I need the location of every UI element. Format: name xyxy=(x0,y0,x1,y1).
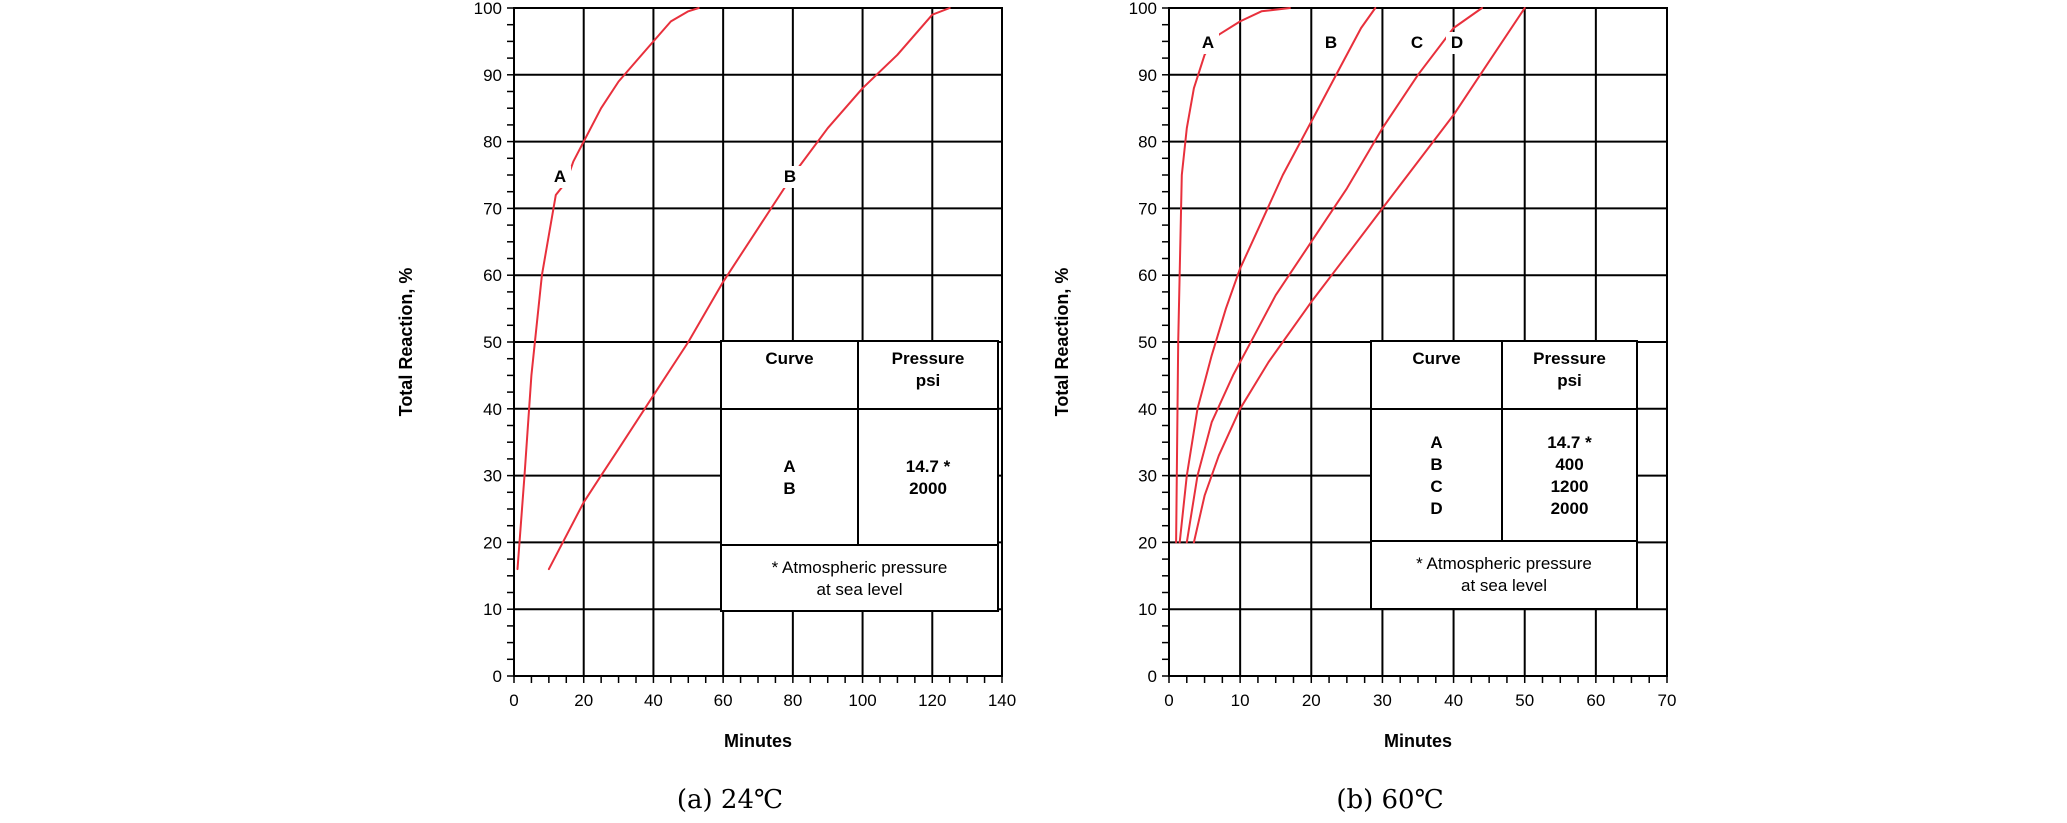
x-tick-label: 60 xyxy=(714,691,733,710)
y-tick-label: 30 xyxy=(483,467,502,486)
x-tick-label: 60 xyxy=(1586,691,1605,710)
legend-row-pressure: 14.7 * xyxy=(1547,433,1592,452)
y-tick-label: 70 xyxy=(1138,199,1157,218)
y-tick-label: 40 xyxy=(1138,400,1157,419)
legend-header-pressure: Pressure psi xyxy=(892,349,965,390)
x-tick-label: 20 xyxy=(1302,691,1321,710)
legend-row-pressure: 2000 xyxy=(1551,499,1589,518)
curve-a xyxy=(1175,7,1291,544)
curve-label-c: C xyxy=(1411,33,1423,52)
y-tick-label: 80 xyxy=(1138,133,1157,152)
chart-caption: (a) 24℃ xyxy=(677,785,783,815)
chart-24c: 0 20 40 60 80 100 120 140 0 10 20 30 40 50 60 70 80 90 100… xyxy=(396,0,1016,815)
legend-row-curve: A xyxy=(783,457,795,476)
x-tick-label: 20 xyxy=(574,691,593,710)
x-tick-label: 50 xyxy=(1515,691,1534,710)
y-tick-label: 10 xyxy=(1138,600,1157,619)
curve-a xyxy=(516,7,700,571)
legend-row-curve: D xyxy=(1430,499,1442,518)
x-tick-label: 0 xyxy=(509,691,518,710)
y-tick-label: 50 xyxy=(1138,333,1157,352)
y-tick-label: 50 xyxy=(483,333,502,352)
y-axis-title: Total Reaction, % xyxy=(1052,268,1072,417)
x-tick-label: 30 xyxy=(1373,691,1392,710)
y-tick-label: 10 xyxy=(483,600,502,619)
x-tick-label: 70 xyxy=(1658,691,1677,710)
curve-label-bg xyxy=(1406,32,1428,54)
y-tick-label: 70 xyxy=(483,199,502,218)
y-tick-label: 90 xyxy=(1138,66,1157,85)
legend-row-curve: A xyxy=(1430,433,1442,452)
y-tick-label: 20 xyxy=(1138,533,1157,552)
curve-label-d: D xyxy=(1451,33,1463,52)
curve-label-a: A xyxy=(1202,33,1214,52)
y-tick-label: 100 xyxy=(474,0,502,18)
curve-label-bg xyxy=(779,166,801,188)
x-tick-label: 140 xyxy=(988,691,1016,710)
x-tick-label: 120 xyxy=(918,691,946,710)
curve-label-b: B xyxy=(1325,33,1337,52)
chart-60c: 0 10 20 30 40 50 60 70 0 10 20 30 40 50 60 70 80 90 100 Min… xyxy=(1052,0,1676,815)
y-tick-label: 80 xyxy=(483,133,502,152)
y-tick-label: 0 xyxy=(1148,667,1157,686)
legend-row-pressure: 400 xyxy=(1555,455,1583,474)
legend-note: * Atmospheric pressure at sea level xyxy=(772,558,948,599)
legend-row-curve: B xyxy=(783,479,795,498)
legend-row-curve: B xyxy=(1430,455,1442,474)
y-tick-label: 60 xyxy=(1138,266,1157,285)
curve-label-a: A xyxy=(554,167,566,186)
plot-frame xyxy=(1168,7,1668,677)
curve-b xyxy=(1178,7,1377,544)
x-tick-label: 100 xyxy=(848,691,876,710)
y-tick-label: 100 xyxy=(1129,0,1157,18)
legend-header-curve: Curve xyxy=(1412,349,1460,368)
curve-d xyxy=(1192,7,1526,544)
curve-c xyxy=(1185,7,1483,544)
plot-frame xyxy=(513,7,1003,677)
x-tick-label: 40 xyxy=(1444,691,1463,710)
y-tick-label: 40 xyxy=(483,400,502,419)
legend-box xyxy=(720,340,999,612)
chart-caption: (b) 60℃ xyxy=(1336,785,1443,815)
axis-ticks xyxy=(507,7,1003,683)
legend-row-pressure: 14.7 * xyxy=(906,457,951,476)
legend-note: * Atmospheric pressure at sea level xyxy=(1416,554,1592,595)
curve-label-bg xyxy=(1197,32,1219,54)
axis-ticks xyxy=(1162,7,1668,683)
y-tick-label: 60 xyxy=(483,266,502,285)
curve-label-bg xyxy=(549,166,571,188)
legend-table: Curve Pressure psi A 14.7 * B 2000 * Atmospheri… xyxy=(720,340,999,612)
x-tick-label: 0 xyxy=(1164,691,1173,710)
y-tick-label: 90 xyxy=(483,66,502,85)
curve-label-bg xyxy=(1446,32,1468,54)
y-tick-label: 20 xyxy=(483,533,502,552)
y-tick-label: 30 xyxy=(1138,467,1157,486)
x-axis-title: Minutes xyxy=(1384,731,1452,751)
x-tick-label: 10 xyxy=(1231,691,1250,710)
legend-table: Curve Pressure psi A 14.7 * B 400 C 1200 D 2000 * A… xyxy=(1370,340,1638,610)
x-axis-title: Minutes xyxy=(724,731,792,751)
curve-label-bg xyxy=(1320,32,1342,54)
legend-row-pressure: 1200 xyxy=(1551,477,1589,496)
curve-b xyxy=(547,7,951,571)
x-tick-label: 80 xyxy=(783,691,802,710)
y-tick-label: 0 xyxy=(493,667,502,686)
legend-box xyxy=(1370,340,1638,610)
legend-row-curve: C xyxy=(1430,477,1442,496)
legend-header-pressure: Pressure psi xyxy=(1533,349,1606,390)
legend-row-pressure: 2000 xyxy=(909,479,947,498)
curve-label-b: B xyxy=(784,167,796,186)
legend-header-curve: Curve xyxy=(765,349,813,368)
y-axis-title: Total Reaction, % xyxy=(396,268,416,417)
x-tick-label: 40 xyxy=(644,691,663,710)
